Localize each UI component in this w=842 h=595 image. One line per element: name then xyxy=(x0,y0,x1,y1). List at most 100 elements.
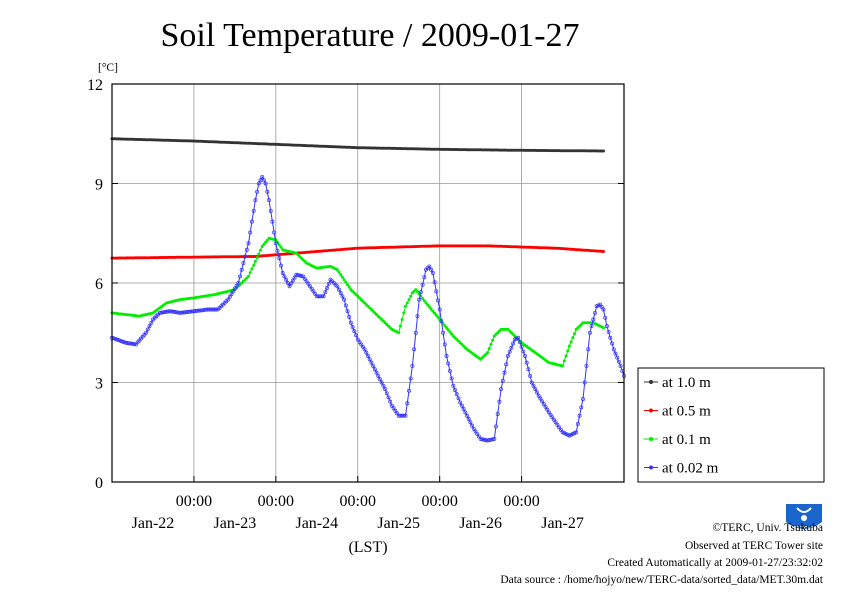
data-point xyxy=(427,305,431,309)
data-point xyxy=(371,363,376,368)
data-point xyxy=(421,297,425,300)
data-point xyxy=(480,437,485,442)
data-point xyxy=(337,287,341,292)
data-point xyxy=(277,243,281,247)
y-tick-label: 3 xyxy=(95,376,103,393)
legend-label: at 0.1 m xyxy=(662,432,711,448)
data-point xyxy=(280,271,285,275)
chart-title: Soil Temperature / 2009-01-27 xyxy=(160,17,579,54)
data-point xyxy=(250,267,254,271)
legend-label: at 1.0 m xyxy=(662,375,711,391)
data-point xyxy=(144,330,149,335)
data-point xyxy=(461,407,466,411)
data-point xyxy=(441,330,446,335)
data-point xyxy=(536,393,541,398)
data-point xyxy=(255,256,259,260)
data-point xyxy=(290,278,295,283)
footer-copyright: ©TERC, Univ. Tsukuba xyxy=(713,522,823,534)
data-point xyxy=(294,272,299,277)
data-point xyxy=(342,278,346,282)
data-point xyxy=(236,281,241,285)
data-point xyxy=(564,354,568,358)
legend-marker xyxy=(649,380,653,384)
data-point xyxy=(347,315,352,319)
data-point xyxy=(446,361,451,366)
x-tick-time: 00:00 xyxy=(421,493,457,510)
data-point xyxy=(545,407,550,412)
data-point xyxy=(282,274,287,279)
data-point xyxy=(540,399,545,404)
data-point xyxy=(482,437,487,442)
data-point xyxy=(429,307,433,311)
data-point xyxy=(388,399,393,404)
data-point xyxy=(491,338,495,342)
data-point xyxy=(591,317,596,322)
y-axis-unit: [°C] xyxy=(98,62,118,74)
data-point xyxy=(427,264,432,269)
data-point xyxy=(335,268,339,272)
data-point xyxy=(367,357,372,362)
logo-drop xyxy=(801,515,807,521)
data-point xyxy=(602,250,605,253)
data-point xyxy=(566,349,570,353)
data-point xyxy=(147,324,152,329)
data-point xyxy=(342,297,347,302)
data-point xyxy=(265,238,269,242)
x-tick-day: Jan-25 xyxy=(377,515,420,532)
series-at-0-02-m xyxy=(110,174,626,443)
data-point xyxy=(575,422,580,426)
data-point xyxy=(407,388,411,393)
data-point xyxy=(248,271,252,275)
data-point xyxy=(593,310,597,315)
data-point xyxy=(478,436,483,441)
data-point xyxy=(369,360,374,365)
data-point xyxy=(487,438,492,443)
data-point xyxy=(500,378,505,383)
data-point xyxy=(495,412,500,416)
x-tick-day: Jan-24 xyxy=(295,515,338,532)
data-point xyxy=(402,311,406,315)
data-point xyxy=(603,315,608,320)
data-point xyxy=(301,274,306,279)
data-point xyxy=(574,430,579,435)
data-point xyxy=(253,198,258,203)
data-point xyxy=(376,373,381,378)
data-point xyxy=(611,347,616,352)
data-point xyxy=(246,241,251,246)
data-point xyxy=(248,230,253,235)
data-point xyxy=(340,275,344,279)
data-point xyxy=(171,309,176,314)
data-point xyxy=(446,328,450,332)
data-point xyxy=(339,273,343,277)
data-point xyxy=(494,424,498,429)
data-point xyxy=(531,383,536,388)
data-point xyxy=(524,360,529,365)
legend-label: at 0.5 m xyxy=(662,404,711,420)
data-point xyxy=(277,256,282,261)
data-point xyxy=(279,245,283,249)
data-point xyxy=(404,304,407,308)
data-point xyxy=(562,359,566,363)
logo-wave xyxy=(796,507,812,513)
data-point xyxy=(444,354,449,358)
data-point xyxy=(426,303,430,307)
data-point xyxy=(533,387,538,392)
data-point xyxy=(401,413,406,418)
data-point xyxy=(321,294,326,299)
data-point xyxy=(115,337,120,342)
data-point xyxy=(465,413,469,418)
footer-observed: Observed at TERC Tower site xyxy=(685,540,823,552)
data-point xyxy=(436,298,440,303)
y-tick-label: 6 xyxy=(95,276,103,293)
footer-source: Data source : /home/hojyo/new/TERC-data/… xyxy=(500,574,823,586)
data-point xyxy=(132,342,137,347)
grid-lines xyxy=(112,83,624,483)
data-point xyxy=(523,354,527,358)
data-point xyxy=(263,181,268,186)
data-point xyxy=(337,270,341,274)
data-point xyxy=(505,354,510,358)
data-point xyxy=(541,402,546,407)
data-point xyxy=(259,248,262,252)
data-point xyxy=(323,290,328,295)
